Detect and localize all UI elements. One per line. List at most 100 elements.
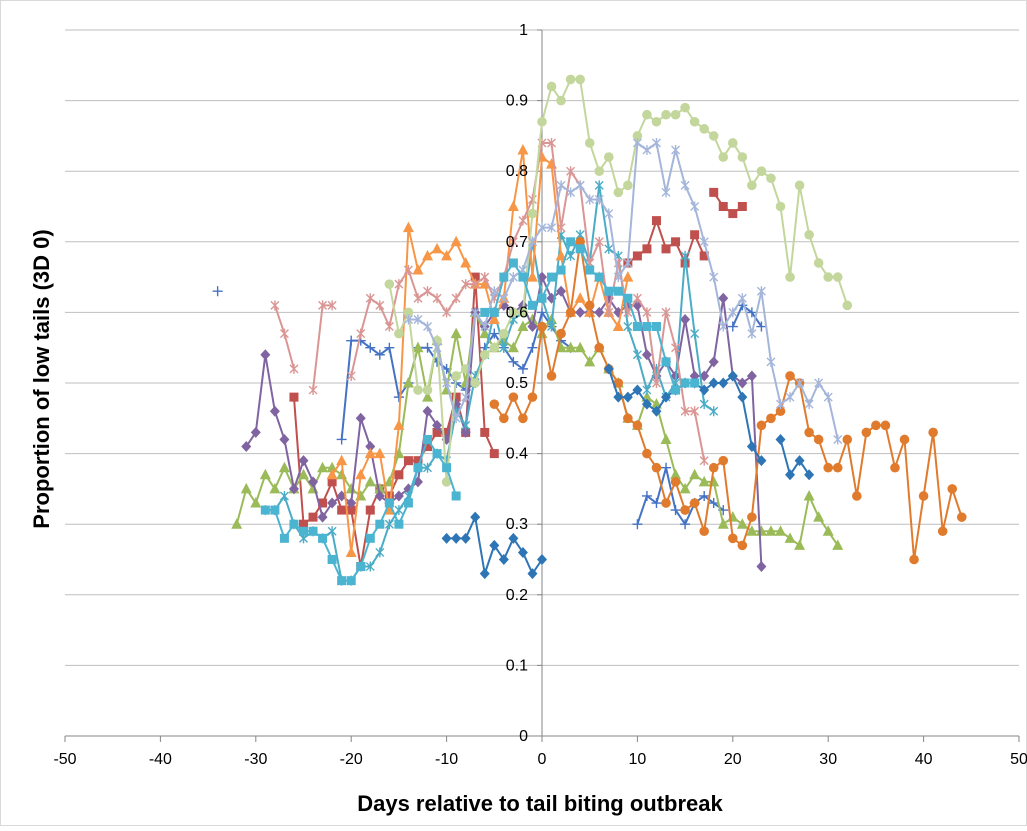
y-tick-label-9: 0.9 — [506, 93, 528, 110]
series-19 — [403, 137, 843, 445]
data-point-18-34 — [708, 131, 719, 141]
data-point-18-39 — [756, 166, 767, 176]
data-point-20-7 — [327, 555, 337, 564]
data-point-18-26 — [632, 131, 643, 141]
data-point-11-36 — [832, 462, 843, 473]
data-point-17-31 — [642, 307, 652, 318]
data-point-11-34 — [813, 434, 824, 445]
data-point-11-44 — [909, 554, 919, 565]
data-point-5-1 — [632, 251, 642, 261]
data-point-10-31 — [622, 271, 634, 282]
data-point-11-6 — [546, 371, 557, 381]
data-point-13-11 — [708, 377, 719, 389]
data-point-18-36 — [728, 138, 738, 148]
data-point-12-2 — [460, 532, 471, 544]
data-point-11-4 — [527, 392, 538, 402]
data-point-8-42 — [641, 349, 652, 361]
data-point-18-4 — [422, 385, 433, 395]
data-point-7-9 — [317, 461, 329, 473]
data-point-19-9 — [489, 286, 499, 297]
data-point-19-33 — [718, 321, 728, 332]
data-point-5-7 — [690, 230, 700, 240]
data-point-11-24 — [718, 455, 729, 466]
data-point-20-12 — [375, 519, 385, 529]
data-point-18-30 — [670, 109, 681, 120]
data-point-7-0 — [231, 518, 243, 529]
y-tick-label-10: 1 — [519, 22, 528, 39]
data-point-17-22 — [556, 222, 566, 233]
x-tick-label-3: -20 — [340, 751, 363, 768]
data-point-8-52 — [737, 377, 748, 389]
data-point-10-3 — [355, 468, 367, 480]
data-point-8-7 — [308, 476, 319, 488]
data-point-8-3 — [269, 405, 280, 417]
data-point-19-20 — [594, 194, 604, 205]
data-point-19-37 — [756, 286, 766, 297]
data-point-11-28 — [756, 420, 767, 431]
data-point-18-35 — [718, 152, 729, 162]
data-point-13-0 — [603, 363, 614, 375]
data-point-7-61 — [813, 511, 825, 522]
data-point-11-46 — [928, 427, 938, 438]
data-point-17-13 — [470, 279, 480, 290]
data-point-19-25 — [642, 145, 652, 156]
data-point-7-4 — [269, 482, 281, 494]
data-point-17-9 — [432, 293, 442, 304]
data-point-7-19 — [412, 341, 424, 353]
data-point-11-29 — [766, 413, 776, 424]
data-point-4-5 — [337, 505, 347, 515]
data-point-8-37 — [594, 306, 605, 318]
data-point-10-1 — [336, 454, 348, 466]
data-point-21-1 — [489, 307, 499, 317]
data-point-10-12 — [441, 249, 453, 261]
data-point-20-11 — [365, 533, 375, 543]
x-tick-label-4: -10 — [435, 751, 458, 768]
data-point-11-16 — [642, 448, 652, 459]
data-point-18-9 — [470, 378, 481, 388]
data-point-21-2 — [499, 272, 509, 282]
data-point-18-28 — [651, 116, 662, 127]
data-point-11-10 — [584, 300, 595, 311]
data-point-1-19 — [517, 363, 528, 374]
data-point-7-26 — [479, 327, 491, 339]
data-point-10-21 — [526, 271, 538, 282]
data-point-10-2 — [345, 546, 357, 557]
data-point-19-14 — [537, 222, 547, 233]
data-point-20-4 — [299, 526, 308, 536]
series-15 — [270, 300, 299, 374]
series-20 — [260, 434, 461, 586]
data-point-17-14 — [480, 272, 490, 283]
data-point-15-1 — [279, 328, 289, 339]
data-point-7-11 — [336, 468, 348, 480]
data-point-19-24 — [632, 137, 642, 148]
data-point-6-3 — [737, 202, 747, 211]
data-point-12-3 — [470, 511, 481, 523]
data-point-21-6 — [537, 293, 547, 303]
data-point-9-25 — [499, 342, 509, 353]
data-point-7-5 — [278, 461, 290, 473]
data-point-11-26 — [737, 540, 748, 551]
data-point-8-13 — [365, 441, 376, 453]
data-point-11-18 — [661, 498, 671, 508]
data-point-1-1 — [346, 335, 357, 346]
data-point-7-62 — [822, 525, 834, 536]
data-point-11-39 — [861, 427, 872, 438]
data-point-18-44 — [804, 229, 814, 240]
data-point-10-0 — [326, 468, 338, 480]
data-point-11-35 — [823, 462, 833, 473]
data-point-8-35 — [575, 306, 586, 318]
data-point-7-56 — [765, 525, 777, 536]
data-point-17-2 — [365, 293, 375, 304]
x-tick-label-6: 10 — [629, 751, 647, 768]
data-point-16-0 — [308, 385, 318, 396]
data-point-19-41 — [795, 378, 805, 388]
data-point-17-27 — [604, 307, 614, 318]
data-point-7-7 — [298, 468, 309, 480]
data-point-19-8 — [480, 321, 490, 332]
data-point-17-18 — [518, 215, 528, 226]
data-point-8-20 — [432, 419, 443, 431]
data-point-8-11 — [346, 497, 357, 509]
data-point-18-19 — [565, 74, 576, 85]
x-tick-label-5: 0 — [538, 751, 547, 768]
x-tick-label-2: -30 — [244, 751, 267, 768]
